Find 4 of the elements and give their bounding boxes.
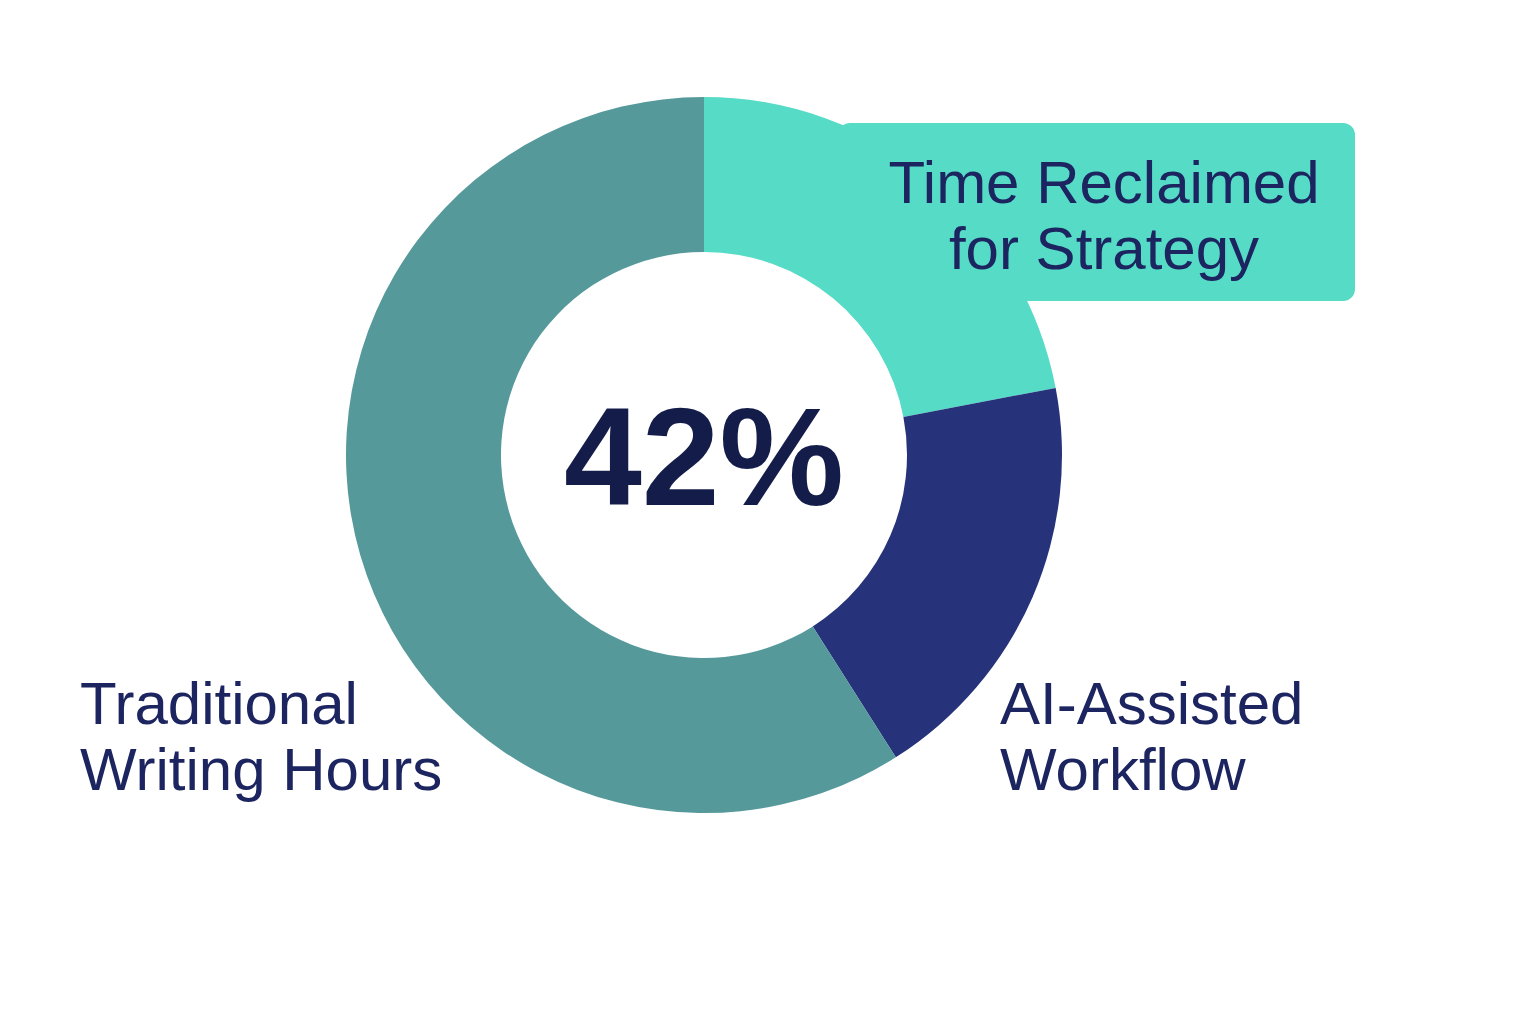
slice-label: AI-Assisted Workflow <box>1000 670 1304 803</box>
text: 42% <box>563 378 845 535</box>
slice-label: Traditional Writing Hours <box>80 670 443 803</box>
slice-label: Time Reclaimed for Strategy <box>888 149 1320 282</box>
